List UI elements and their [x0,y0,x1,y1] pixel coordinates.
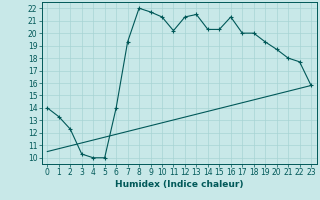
X-axis label: Humidex (Indice chaleur): Humidex (Indice chaleur) [115,180,244,189]
